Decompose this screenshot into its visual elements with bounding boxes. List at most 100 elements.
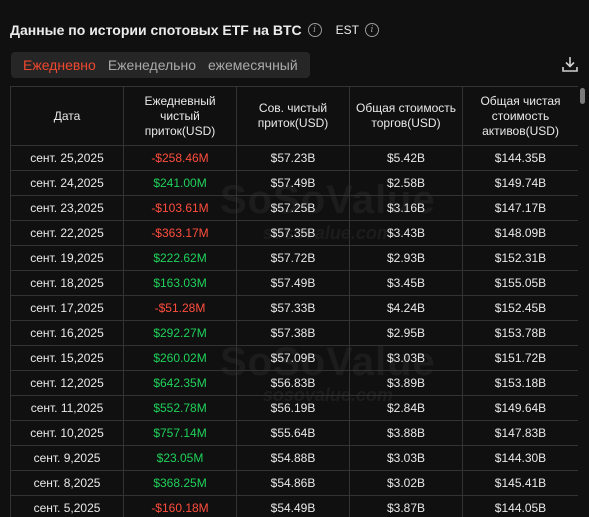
total-net-assets-cell: $151.72B [462,345,578,371]
daily-net-inflow-cell: $642.35M [123,370,237,396]
total-value-traded-cell: $3.16B [349,195,463,221]
period-tabs: Ежедневно Еженедельно ежемесячный [11,52,310,78]
total-value-traded-cell: $3.03B [349,345,463,371]
tab-weekly[interactable]: Еженедельно [107,57,196,73]
total-net-assets-cell: $153.78B [462,320,578,346]
daily-net-inflow-cell: $260.02M [123,345,237,371]
date-cell: сент. 25,2025 [10,145,124,171]
total-net-assets-cell: $145.41B [462,470,578,496]
date-cell: сент. 19,2025 [10,245,124,271]
table-row: сент. 15,2025 $260.02M $57.09B $3.03B $151.7… [10,345,578,371]
daily-net-inflow-cell: $241.00M [123,170,237,196]
total-value-traded-cell: $2.58B [349,170,463,196]
download-icon[interactable] [561,55,579,73]
date-cell: сент. 24,2025 [10,170,124,196]
daily-net-inflow-cell: -$363.17M [123,220,237,246]
total-value-traded-cell: $3.43B [349,220,463,246]
table-row: сент. 10,2025 $757.14M $55.64B $3.88B $147.8… [10,420,578,446]
date-cell: сент. 12,2025 [10,370,124,396]
total-net-assets-cell: $144.30B [462,445,578,471]
column-header-daily-net-inflow[interactable]: Ежедневный чистый приток(USD) [123,86,237,146]
table-row: сент. 23,2025 -$103.61M $57.25B $3.16B $147.… [10,195,578,221]
total-net-assets-cell: $149.64B [462,395,578,421]
total-net-assets-cell: $153.18B [462,370,578,396]
total-net-assets-cell: $144.05B [462,495,578,517]
page-title: Данные по истории спотовых ETF на BTC [10,22,302,38]
date-cell: сент. 18,2025 [10,270,124,296]
cumulative-net-inflow-cell: $57.23B [236,145,350,171]
total-value-traded-cell: $2.95B [349,320,463,346]
date-cell: сент. 22,2025 [10,220,124,246]
cumulative-net-inflow-cell: $56.83B [236,370,350,396]
date-cell: сент. 16,2025 [10,320,124,346]
daily-net-inflow-cell: -$103.61M [123,195,237,221]
table-row: сент. 5,2025 -$160.18M $54.49B $3.87B $144.0… [10,495,578,517]
total-net-assets-cell: $144.35B [462,145,578,171]
total-net-assets-cell: $147.83B [462,420,578,446]
total-net-assets-cell: $152.31B [462,245,578,271]
timezone-label: EST [335,23,359,37]
cumulative-net-inflow-cell: $57.72B [236,245,350,271]
column-header-total-value-traded[interactable]: Общая стоимость торгов(USD) [349,86,463,146]
total-net-assets-cell: $147.17B [462,195,578,221]
table-row: сент. 17,2025 -$51.28M $57.33B $4.24B $152.4… [10,295,578,321]
total-net-assets-cell: $155.05B [462,270,578,296]
daily-net-inflow-cell: -$258.46M [123,145,237,171]
total-value-traded-cell: $2.84B [349,395,463,421]
table-row: сент. 24,2025 $241.00M $57.49B $2.58B $149.7… [10,170,578,196]
total-value-traded-cell: $3.03B [349,445,463,471]
total-value-traded-cell: $3.89B [349,370,463,396]
cumulative-net-inflow-cell: $54.49B [236,495,350,517]
cumulative-net-inflow-cell: $57.49B [236,270,350,296]
tab-monthly[interactable]: ежемесячный [208,57,298,73]
daily-net-inflow-cell: -$160.18M [123,495,237,517]
table-row: сент. 25,2025 -$258.46M $57.23B $5.42B $144.… [10,145,578,171]
daily-net-inflow-cell: $368.25M [123,470,237,496]
daily-net-inflow-cell: $552.78M [123,395,237,421]
etf-history-table: Дата Ежедневный чистый приток(USD) Сов. … [10,86,578,517]
table-scrollbar[interactable] [580,88,585,104]
total-net-assets-cell: $152.45B [462,295,578,321]
table-row: сент. 11,2025 $552.78M $56.19B $2.84B $149.6… [10,395,578,421]
daily-net-inflow-cell: $163.03M [123,270,237,296]
cumulative-net-inflow-cell: $57.35B [236,220,350,246]
cumulative-net-inflow-cell: $54.88B [236,445,350,471]
etf-history-table-container[interactable]: Дата Ежедневный чистый приток(USD) Сов. … [10,86,578,517]
cumulative-net-inflow-cell: $54.86B [236,470,350,496]
date-cell: сент. 23,2025 [10,195,124,221]
total-net-assets-cell: $148.09B [462,220,578,246]
page-header: Данные по истории спотовых ETF на BTC i … [10,18,379,42]
info-icon[interactable]: i [307,23,322,37]
total-value-traded-cell: $4.24B [349,295,463,321]
date-cell: сент. 5,2025 [10,495,124,517]
cumulative-net-inflow-cell: $57.09B [236,345,350,371]
cumulative-net-inflow-cell: $57.33B [236,295,350,321]
total-value-traded-cell: $3.88B [349,420,463,446]
date-cell: сент. 17,2025 [10,295,124,321]
daily-net-inflow-cell: $757.14M [123,420,237,446]
column-header-total-net-assets[interactable]: Общая чистая стоимость активов(USD) [462,86,578,146]
table-row: сент. 9,2025 $23.05M $54.88B $3.03B $144.30B [10,445,578,471]
date-cell: сент. 10,2025 [10,420,124,446]
daily-net-inflow-cell: $23.05M [123,445,237,471]
table-row: сент. 8,2025 $368.25M $54.86B $3.02B $145.41… [10,470,578,496]
date-cell: сент. 8,2025 [10,470,124,496]
table-row: сент. 22,2025 -$363.17M $57.35B $3.43B $148.… [10,220,578,246]
column-header-date[interactable]: Дата [10,86,124,146]
total-value-traded-cell: $3.87B [349,495,463,517]
table-row: сент. 12,2025 $642.35M $56.83B $3.89B $153.1… [10,370,578,396]
tab-daily[interactable]: Ежедневно [23,57,96,73]
cumulative-net-inflow-cell: $57.25B [236,195,350,221]
daily-net-inflow-cell: $222.62M [123,245,237,271]
daily-net-inflow-cell: $292.27M [123,320,237,346]
total-value-traded-cell: $3.45B [349,270,463,296]
date-cell: сент. 9,2025 [10,445,124,471]
cumulative-net-inflow-cell: $56.19B [236,395,350,421]
table-row: сент. 19,2025 $222.62M $57.72B $2.93B $152.3… [10,245,578,271]
daily-net-inflow-cell: -$51.28M [123,295,237,321]
cumulative-net-inflow-cell: $57.38B [236,320,350,346]
total-value-traded-cell: $3.02B [349,470,463,496]
timezone-info-icon[interactable]: i [364,23,379,37]
column-header-cumulative-net-inflow[interactable]: Сов. чистый приток(USD) [236,86,350,146]
date-cell: сент. 15,2025 [10,345,124,371]
